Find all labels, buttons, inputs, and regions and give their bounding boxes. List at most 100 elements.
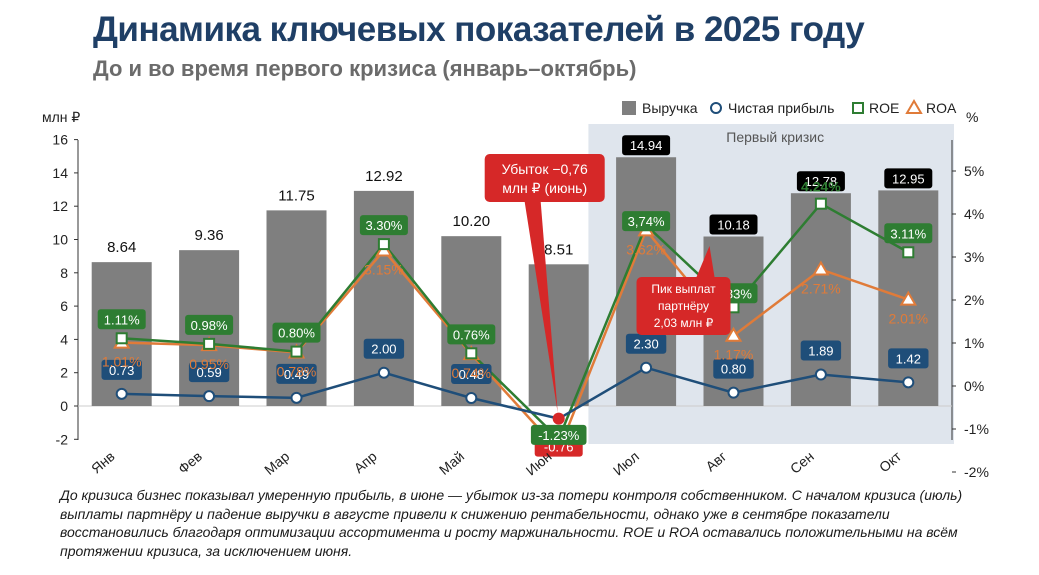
net-profit-point bbox=[465, 392, 478, 405]
roe-value-label-box bbox=[272, 322, 321, 343]
net-profit-point bbox=[115, 387, 128, 400]
net-profit-point bbox=[814, 368, 827, 381]
revenue-value-label: 12.95 bbox=[884, 168, 933, 189]
left-tick-label: -2 bbox=[56, 431, 69, 447]
revenue-value-label-text: 14.94 bbox=[630, 138, 663, 153]
left-tick-label: 8 bbox=[60, 265, 68, 281]
x-tick-label: Янв bbox=[88, 448, 118, 477]
legend-roa-label: ROA bbox=[926, 100, 957, 116]
crisis-band-label: Первый кризис bbox=[726, 129, 824, 145]
net-profit-line bbox=[121, 366, 909, 420]
net-profit-value-label-text: 0.80 bbox=[721, 362, 746, 377]
net-profit-value-label: 2.30 bbox=[625, 333, 667, 354]
right-tick-label: 4% bbox=[964, 206, 984, 222]
revenue-value-label-box bbox=[622, 135, 671, 156]
roe-value-label: 4.24% bbox=[801, 179, 841, 195]
x-tick-label: Апр bbox=[351, 448, 380, 476]
net-profit-value-label-text: 0.48 bbox=[459, 367, 484, 382]
net-profit-point bbox=[290, 391, 303, 404]
net-profit-value-label: 0.80 bbox=[713, 358, 754, 379]
revenue-value-label: 10.18 bbox=[709, 214, 758, 235]
legend-roa-swatch bbox=[905, 99, 923, 114]
left-tick-label: 12 bbox=[52, 198, 68, 214]
x-tick-label: Сен bbox=[787, 448, 817, 477]
chart-title: Динамика ключевых показателей в 2025 год… bbox=[93, 10, 865, 49]
revenue-value-label: 12.78 bbox=[796, 171, 845, 192]
annotation-partner-text: 2,03 млн ₽ bbox=[654, 316, 714, 330]
revenue-value-label: 8.64 bbox=[107, 239, 136, 256]
roa-value-label: 2.01% bbox=[888, 311, 928, 327]
legend-roe-swatch bbox=[852, 102, 864, 114]
annotation-partner-pointer bbox=[696, 246, 715, 277]
roe-value-label-box bbox=[359, 215, 408, 236]
roe-value-label-box bbox=[447, 324, 496, 345]
legend-net-profit-label: Чистая прибыль bbox=[728, 100, 834, 116]
roe-point bbox=[115, 332, 128, 345]
net-profit-value-label-box bbox=[625, 333, 667, 354]
x-tick-label: Авг bbox=[702, 448, 729, 474]
roe-value-label: 3.30% bbox=[359, 215, 408, 236]
x-tick-label: Окт bbox=[876, 448, 905, 476]
revenue-value-label-text: 10.18 bbox=[717, 218, 750, 233]
roe-value-label-box bbox=[530, 424, 587, 445]
net-profit-value-label: 2.00 bbox=[363, 338, 405, 359]
roa-value-label: 0.74% bbox=[451, 365, 491, 381]
roe-value-label-box bbox=[97, 309, 146, 330]
net-profit-point bbox=[203, 390, 216, 403]
revenue-value-label-box bbox=[796, 171, 845, 192]
net-profit-point bbox=[902, 376, 915, 389]
net-profit-value-label-box bbox=[188, 362, 230, 383]
x-tick-label: Май bbox=[436, 448, 467, 478]
right-tick-label: 0% bbox=[964, 378, 984, 394]
roa-value-label: 2.71% bbox=[801, 280, 841, 296]
roe-value-label: 3.11% bbox=[884, 223, 933, 244]
annotation-partner-text: партнёру bbox=[658, 299, 709, 313]
net-profit-value-label-text: 1.42 bbox=[896, 351, 921, 366]
roe-point bbox=[377, 238, 390, 251]
roe-point bbox=[814, 197, 827, 210]
left-tick-label: 0 bbox=[60, 398, 68, 414]
net-profit-point bbox=[727, 386, 740, 399]
annotation-loss-text: млн ₽ (июнь) bbox=[502, 180, 587, 196]
net-profit-point bbox=[552, 412, 565, 425]
roe-value-label-text: -1.23% bbox=[538, 428, 580, 443]
chart-caption: До кризиса бизнес показывал умеренную пр… bbox=[60, 487, 963, 559]
revenue-value-label: 12.92 bbox=[365, 168, 403, 185]
net-profit-value-label-box bbox=[800, 340, 842, 361]
legend-net-profit-swatch bbox=[710, 102, 722, 114]
net-profit-point bbox=[640, 361, 653, 374]
roe-value-label: 0.76% bbox=[447, 324, 496, 345]
roe-value-label-text: 1.11% bbox=[104, 312, 140, 327]
net-profit-value-label: 0.48 bbox=[451, 364, 492, 385]
roa-point bbox=[724, 326, 743, 342]
roe-value-label: 1.11% bbox=[97, 309, 146, 330]
left-tick-label: 10 bbox=[52, 232, 68, 248]
roe-value-label-box bbox=[622, 211, 671, 232]
roe-line bbox=[121, 202, 909, 442]
x-tick-label: Мар bbox=[261, 448, 292, 478]
annotation-partner-box bbox=[636, 277, 731, 335]
net-profit-value-label-box bbox=[888, 348, 929, 369]
roe-point bbox=[902, 246, 915, 259]
net-profit-value-label-text: 2.00 bbox=[371, 342, 396, 357]
right-tick-label: 5% bbox=[964, 163, 984, 179]
roe-value-label-text: 3.11% bbox=[890, 226, 926, 241]
revenue-value-label-text: 12.95 bbox=[892, 171, 925, 186]
roa-value-label: 0.95% bbox=[189, 356, 229, 372]
left-tick-label: 6 bbox=[60, 298, 68, 314]
net-profit-value-label: 1.89 bbox=[800, 340, 842, 361]
legend-roe-label: ROE bbox=[869, 100, 899, 116]
chart-subtitle: До и во время первого кризиса (январь–ок… bbox=[93, 56, 637, 81]
roa-value-label: 0.78% bbox=[277, 363, 317, 379]
annotation-loss-pointer bbox=[524, 202, 558, 413]
left-tick-label: 2 bbox=[60, 365, 68, 381]
roa-value-label: 3.62% bbox=[626, 241, 666, 257]
revenue-value-label: 8.51 bbox=[544, 241, 573, 258]
roa-value-label: 3.15% bbox=[364, 262, 404, 278]
revenue-value-label-box bbox=[709, 214, 758, 235]
annotation-loss-text: Убыток −0,76 bbox=[502, 161, 588, 177]
left-tick-label: 4 bbox=[60, 331, 68, 347]
roe-value-label-box bbox=[185, 314, 234, 335]
net-profit-value-label-box bbox=[713, 358, 754, 379]
roe-value-label-text: 0.80% bbox=[278, 326, 315, 341]
